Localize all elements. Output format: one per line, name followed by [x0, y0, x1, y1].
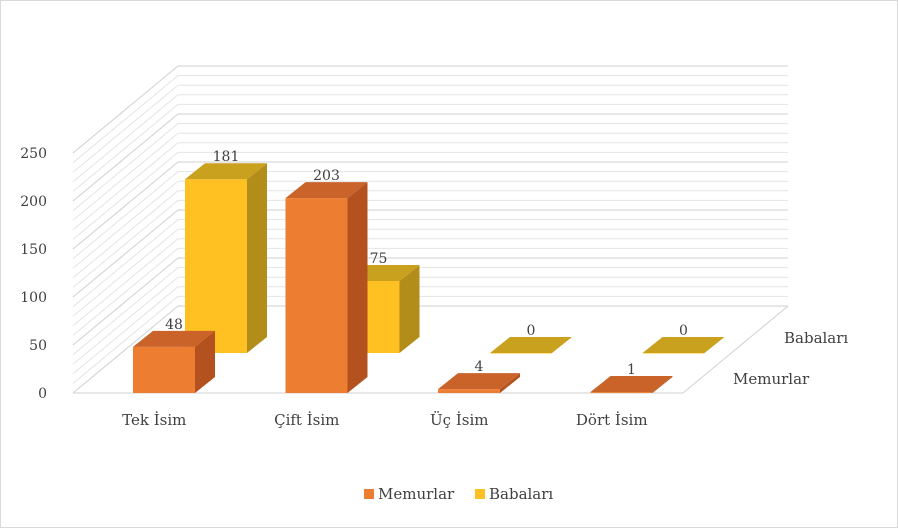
side-gridline	[72, 305, 179, 394]
bar-0-0	[133, 330, 215, 393]
side-gridline	[72, 180, 179, 269]
bar-0-1	[285, 182, 368, 393]
legend-label: Babaları	[489, 485, 553, 503]
side-gridline	[72, 219, 179, 307]
side-gridline	[72, 190, 179, 279]
y-tick-label: 50	[29, 338, 47, 354]
y-tick-label: 150	[20, 242, 47, 258]
depth-axis-label: Memurlar	[733, 370, 810, 388]
side-gridline	[72, 104, 179, 192]
side-gridline	[72, 161, 179, 250]
category-label: Çift İsim	[274, 411, 339, 429]
side-gridline	[72, 238, 179, 327]
legend-swatch	[475, 489, 485, 499]
bar-1-3	[642, 337, 725, 354]
floor-right-edge	[682, 305, 789, 394]
data-label-0-0: 48	[165, 317, 183, 333]
side-gridline	[72, 248, 179, 336]
bar-front-face	[133, 346, 195, 393]
bar-0-3	[590, 376, 673, 393]
side-gridline	[72, 94, 179, 183]
bar-side-face	[347, 182, 368, 393]
bar-top-face	[133, 330, 215, 347]
bar-1-2	[490, 337, 572, 354]
bar-0-2	[438, 373, 520, 393]
category-label: Üç İsim	[430, 411, 488, 429]
data-label-0-3: 1	[627, 362, 636, 378]
side-gridline	[72, 267, 179, 355]
side-gridline	[72, 152, 179, 240]
bar-front-face	[285, 198, 348, 393]
bar-top-face	[642, 337, 725, 353]
bar-side-face	[500, 373, 520, 393]
side-gridline	[72, 209, 179, 298]
data-label-1-3: 0	[679, 323, 688, 339]
bars-layer	[133, 163, 725, 393]
depth-axis-label: Babaları	[784, 329, 848, 347]
side-gridline	[72, 113, 179, 202]
y-tick-label: 200	[20, 194, 47, 210]
bar-side-face	[195, 330, 215, 393]
grid-layer	[72, 65, 789, 394]
side-gridline	[72, 123, 179, 211]
y-tick-label: 100	[20, 290, 47, 306]
side-gridline	[72, 171, 179, 259]
labels-layer: 0 50 100 150 200 250 181 75 0 0 48 203 4 1 Tek İsim Çif…	[20, 146, 848, 429]
side-gridline	[72, 296, 179, 384]
data-label-1-0: 181	[213, 149, 240, 165]
side-gridline	[72, 75, 179, 163]
data-label-0-2: 4	[475, 359, 484, 375]
bar-front-face	[642, 353, 705, 354]
side-gridline	[72, 200, 179, 288]
side-gridline	[72, 228, 179, 317]
bar-top-face	[185, 163, 267, 180]
bar-1-0	[185, 163, 267, 353]
bar-front-face	[438, 389, 500, 393]
bar-top-face	[285, 182, 368, 199]
bar-side-face	[399, 265, 420, 353]
bar-side-face	[652, 376, 673, 393]
bar-front-face	[490, 353, 552, 354]
side-gridline	[72, 132, 179, 221]
side-gridline	[72, 84, 179, 173]
bar-top-face	[590, 376, 673, 393]
side-gridline	[72, 276, 179, 365]
data-label-1-1: 75	[370, 251, 388, 267]
data-label-1-2: 0	[527, 323, 536, 339]
side-gridline	[72, 65, 179, 154]
bar-top-face	[438, 373, 520, 390]
legend-label: Memurlar	[378, 485, 455, 503]
y-tick-label: 250	[20, 146, 47, 162]
y-tick-label: 0	[38, 386, 47, 402]
legend-swatch	[364, 489, 374, 499]
category-label: Dört İsim	[576, 411, 648, 429]
bar-front-face	[185, 179, 247, 353]
data-label-0-1: 203	[313, 168, 340, 184]
bar-side-face	[247, 163, 267, 353]
bar-front-face	[590, 392, 653, 393]
side-gridline	[72, 286, 179, 375]
side-gridline	[72, 257, 179, 346]
category-label: Tek İsim	[122, 411, 186, 429]
side-gridline	[72, 142, 179, 231]
bar-top-face	[490, 337, 572, 353]
legend-layer: Memurlar Babaları	[364, 485, 553, 503]
